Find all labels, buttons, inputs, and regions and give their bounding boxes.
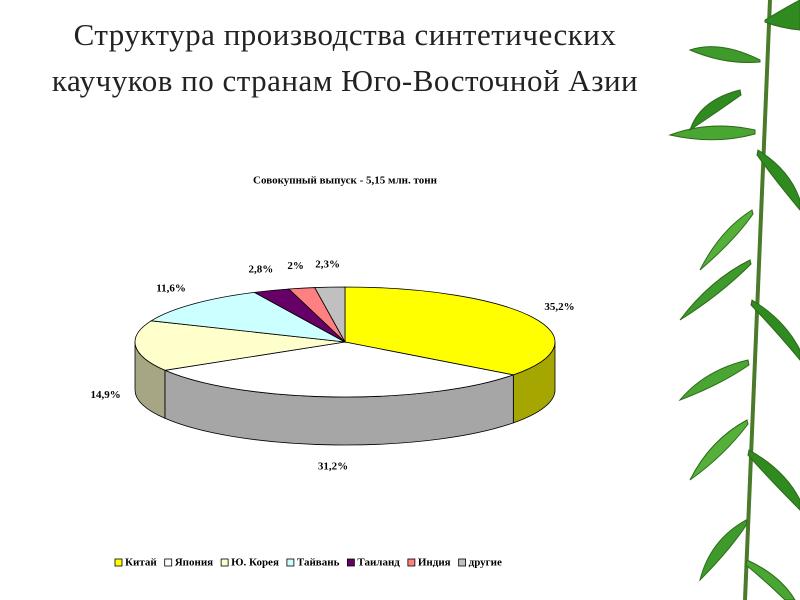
legend-label: Индия (418, 557, 451, 569)
legend-swatch (346, 558, 355, 567)
legend-swatch (164, 558, 173, 567)
data-label: 11,6% (156, 282, 186, 294)
slice (150, 291, 346, 343)
chart-title: Совокупный выпуск - 5,15 млн. тонн (253, 175, 438, 187)
legend-swatch (286, 558, 295, 567)
data-label: 2,8% (248, 263, 273, 275)
legend-label: Тайвань (297, 557, 340, 569)
data-label: 2,3% (315, 259, 340, 271)
slice (134, 320, 346, 371)
legend-label: Таиланд (357, 557, 400, 569)
legend-label: другие (469, 557, 502, 569)
pie: 35,2% 31,2% 14,9% 11,6% 2,8% 2% 2,3% (91, 259, 575, 473)
data-label: 2% (287, 260, 304, 272)
legend-label: Япония (175, 557, 213, 569)
slice (344, 286, 556, 376)
legend-swatch (458, 558, 467, 567)
legend-swatch (114, 558, 123, 567)
data-label: 14,9% (91, 389, 121, 401)
legend-label: Ю. Корея (231, 557, 279, 569)
slice (163, 341, 515, 398)
bamboo-decoration (668, 0, 800, 600)
slide-title: Структура производства синтетических кау… (51, 17, 639, 98)
legend-label: Китай (125, 557, 157, 569)
data-label: 35,2% (544, 301, 574, 313)
legend: Китай Япония Ю. Корея Тайвань Таиланд Индия др… (114, 557, 502, 569)
legend-swatch (407, 558, 416, 567)
data-label: 31,2% (318, 460, 348, 472)
slice (314, 286, 346, 344)
legend-swatch (220, 558, 229, 567)
